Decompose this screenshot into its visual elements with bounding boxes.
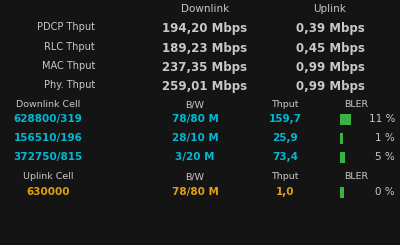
Bar	[340, 133, 343, 144]
Text: 0,99 Mbps: 0,99 Mbps	[296, 61, 364, 74]
Text: B/W: B/W	[186, 100, 204, 109]
Text: 1,0: 1,0	[276, 187, 294, 197]
Text: PDCP Thput: PDCP Thput	[37, 22, 95, 32]
Text: Uplink: Uplink	[314, 4, 346, 14]
Text: Phy. Thput: Phy. Thput	[44, 80, 95, 90]
Text: 3/20 M: 3/20 M	[175, 152, 215, 162]
Bar	[340, 187, 344, 198]
Text: 5 %: 5 %	[375, 152, 395, 162]
Text: 259,01 Mbps: 259,01 Mbps	[162, 80, 248, 93]
Bar	[340, 114, 351, 125]
Text: Thput: Thput	[271, 172, 299, 181]
Text: 1 %: 1 %	[375, 133, 395, 143]
Text: 159,7: 159,7	[268, 114, 302, 124]
Text: BLER: BLER	[344, 172, 368, 181]
Text: 78/80 M: 78/80 M	[172, 187, 218, 197]
Text: 0,45 Mbps: 0,45 Mbps	[296, 42, 364, 55]
Text: 0,99 Mbps: 0,99 Mbps	[296, 80, 364, 93]
Text: RLC Thput: RLC Thput	[44, 42, 95, 52]
Text: 194,20 Mbps: 194,20 Mbps	[162, 22, 248, 35]
Text: Downlink Cell: Downlink Cell	[16, 100, 80, 109]
Text: 372750/815: 372750/815	[13, 152, 83, 162]
Text: 28/10 M: 28/10 M	[172, 133, 218, 143]
Text: 0,39 Mbps: 0,39 Mbps	[296, 22, 364, 35]
Text: 156510/196: 156510/196	[14, 133, 82, 143]
Text: 628800/319: 628800/319	[14, 114, 82, 124]
Text: 25,9: 25,9	[272, 133, 298, 143]
Text: MAC Thput: MAC Thput	[42, 61, 95, 71]
Text: 78/80 M: 78/80 M	[172, 114, 218, 124]
Text: Thput: Thput	[271, 100, 299, 109]
Text: 630000: 630000	[26, 187, 70, 197]
Text: 0 %: 0 %	[375, 187, 395, 197]
Text: 11 %: 11 %	[369, 114, 395, 124]
Text: B/W: B/W	[186, 172, 204, 181]
Text: 237,35 Mbps: 237,35 Mbps	[162, 61, 248, 74]
Text: 73,4: 73,4	[272, 152, 298, 162]
Text: Uplink Cell: Uplink Cell	[23, 172, 73, 181]
Bar	[340, 152, 345, 163]
Text: 189,23 Mbps: 189,23 Mbps	[162, 42, 248, 55]
Text: BLER: BLER	[344, 100, 368, 109]
Text: Downlink: Downlink	[181, 4, 229, 14]
